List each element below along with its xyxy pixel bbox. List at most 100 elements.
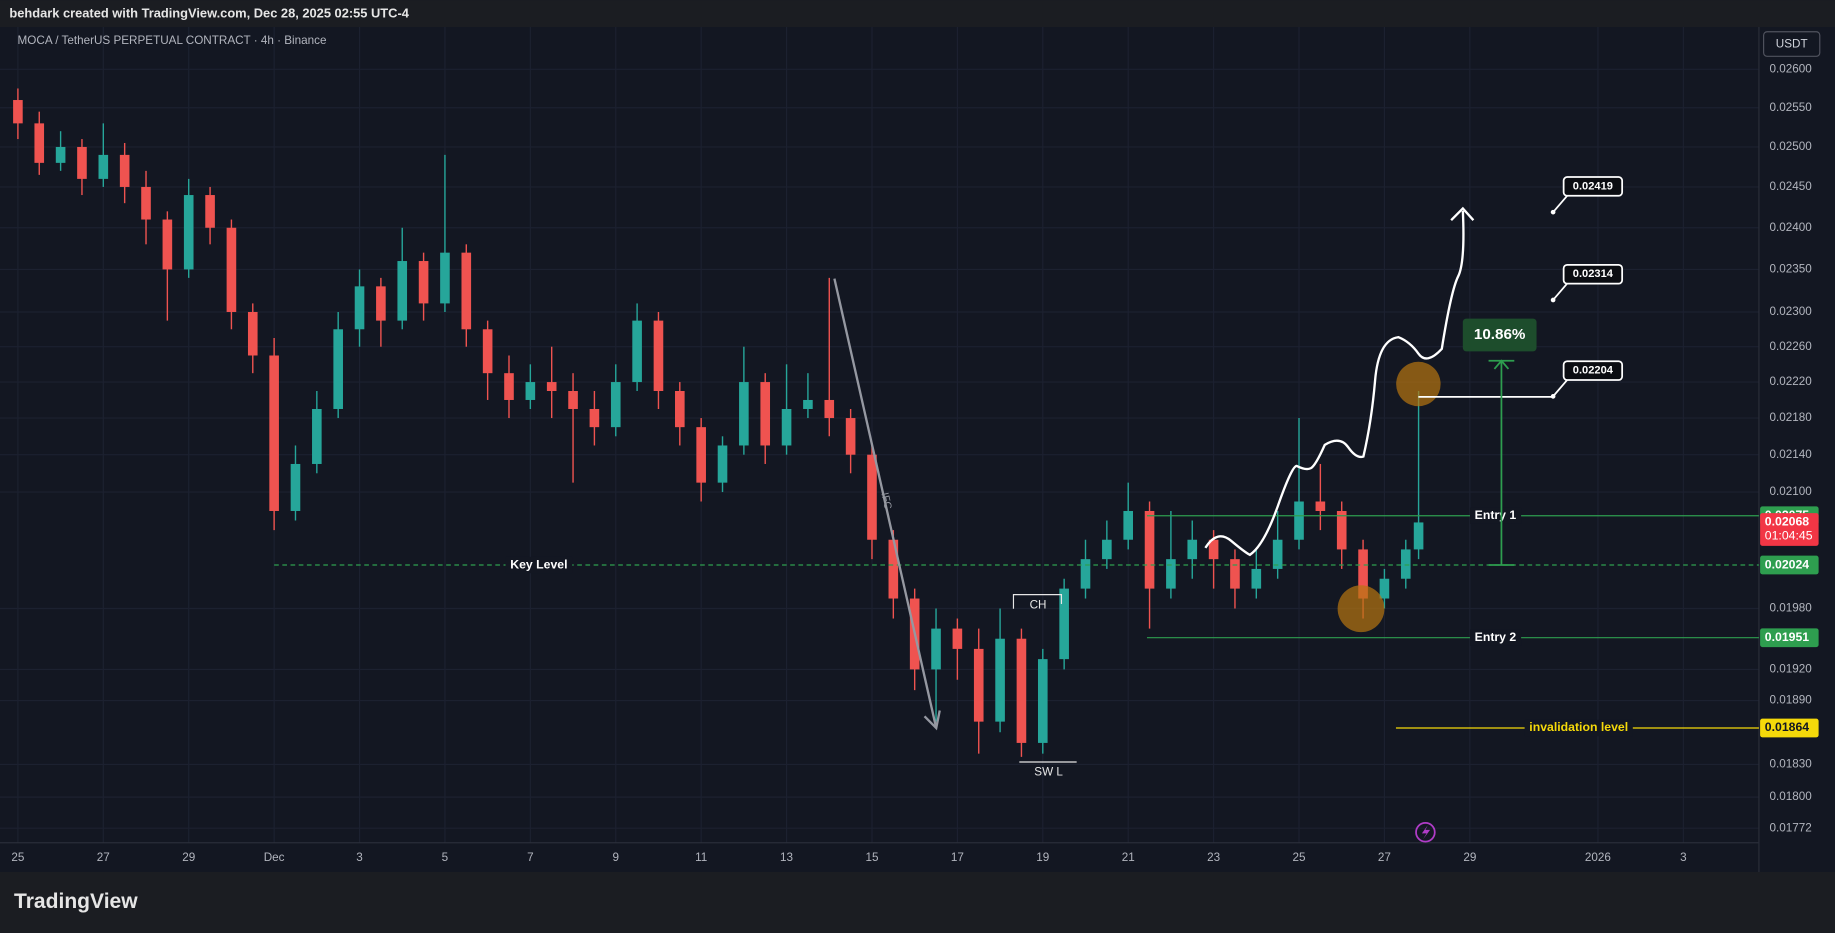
- price-tag-label: 0.01951: [1765, 630, 1810, 644]
- candle-body: [525, 382, 536, 400]
- price-tag: [1760, 718, 1819, 738]
- target-box: [1562, 360, 1624, 381]
- target-label: 0.02419: [1573, 180, 1613, 192]
- y-tick-label: 0.02450: [1769, 180, 1812, 193]
- ifc-label: IFC: [878, 491, 894, 511]
- target-connector: [1552, 195, 1568, 213]
- grid: 0.02600 0.02550 0.02500 0.02450 0.02400 0.023…: [0, 27, 1812, 864]
- projection-path: [1204, 210, 1465, 557]
- price-line-label: Entry 1: [1475, 508, 1517, 522]
- candle-body: [1379, 578, 1390, 599]
- y-tick-label: 0.01980: [1769, 602, 1812, 615]
- y-tick-label: 0.02400: [1769, 221, 1812, 234]
- brand: TradingView: [14, 890, 138, 913]
- candle-body: [717, 445, 728, 483]
- candle-body: [141, 186, 151, 220]
- x-tick-label: 5: [442, 851, 449, 864]
- label-background: [1469, 629, 1522, 646]
- x-tick-label: 23: [1207, 851, 1220, 864]
- x-tick-label: 19: [1036, 851, 1049, 864]
- candle-body: [504, 373, 514, 400]
- candle-body: [162, 219, 173, 270]
- marks: [13, 88, 1759, 757]
- highlight-circle: [1337, 585, 1385, 633]
- candle-body: [376, 286, 386, 321]
- candle-body: [845, 418, 856, 455]
- currency-box[interactable]: [1763, 31, 1821, 57]
- price-tag: [1760, 628, 1819, 648]
- price-tag: [1760, 555, 1819, 575]
- y-tick-label: 0.02300: [1769, 305, 1812, 318]
- candle-body: [205, 195, 215, 228]
- candle-body: [1144, 510, 1155, 589]
- candle-body: [290, 463, 301, 511]
- price-line-label: Entry 2: [1475, 630, 1517, 644]
- candle-body: [440, 252, 450, 304]
- candle-body: [1102, 539, 1112, 560]
- candle-body: [247, 311, 258, 356]
- candle-body: [610, 382, 621, 428]
- measure-box: [1462, 318, 1537, 352]
- candle-body: [1315, 501, 1326, 511]
- candle-body: [931, 628, 941, 670]
- candle-body: [397, 261, 408, 321]
- x-tick-label: 17: [951, 851, 964, 864]
- x-tick-label: 9: [612, 851, 619, 864]
- candle-body: [632, 320, 642, 383]
- candle-body: [77, 146, 87, 179]
- swl-label: SW L: [1034, 766, 1063, 779]
- price-line-label: invalidation level: [1529, 720, 1628, 734]
- x-tick-label: 27: [1378, 851, 1391, 864]
- candle-body: [269, 355, 279, 511]
- highlight-circle: [1396, 361, 1441, 407]
- candle-body: [1208, 539, 1219, 560]
- candle-body: [1037, 659, 1048, 743]
- candle-body: [973, 648, 984, 722]
- candle-body: [1080, 559, 1091, 589]
- candle-body: [546, 382, 557, 391]
- candle-body: [1187, 539, 1198, 560]
- x-tick-label: 2026: [1585, 851, 1611, 864]
- y-tick-label: 0.02350: [1769, 263, 1812, 276]
- y-tick-label: 0.02220: [1769, 375, 1812, 388]
- candle-body: [781, 408, 792, 446]
- x-tick-label: 15: [865, 851, 879, 864]
- candle-body: [1166, 559, 1176, 589]
- target-box: [1562, 263, 1624, 285]
- price-line-label: Key Level: [510, 557, 567, 571]
- alert-circle[interactable]: [1415, 821, 1436, 843]
- currency[interactable]: USDT: [1776, 38, 1808, 51]
- candle-body: [98, 154, 109, 179]
- candle-body: [952, 628, 963, 649]
- candle-body: [589, 408, 600, 428]
- y-tick-label: 0.01890: [1769, 694, 1812, 707]
- y-tick-label: 0.01772: [1769, 821, 1811, 834]
- measure-arrowhead: [1493, 359, 1510, 370]
- label-background: [505, 556, 573, 574]
- candle-body: [1413, 522, 1424, 550]
- symbol-title: MOCA / TetherUS PERPETUAL CONTRACT · 4h …: [18, 34, 327, 47]
- candle-body: [482, 329, 493, 374]
- x-tick-label: 29: [182, 851, 195, 864]
- target-connector: [1552, 283, 1568, 301]
- candle-body: [333, 329, 343, 409]
- y-tick-label: 0.01830: [1769, 758, 1812, 771]
- candle-body: [418, 261, 429, 304]
- candle-body: [354, 286, 365, 330]
- alert-bolt[interactable]: [1421, 825, 1431, 840]
- y-tick-label: 0.02140: [1769, 448, 1812, 461]
- measure-label: 10.86%: [1474, 326, 1526, 343]
- y-tick-label: 0.02500: [1769, 140, 1812, 153]
- candle-body: [461, 252, 472, 330]
- candle-body: [183, 195, 194, 270]
- x-tick-label: 25: [11, 851, 25, 864]
- target-box: [1562, 176, 1624, 197]
- price-tag-label: 0.02068: [1765, 515, 1810, 529]
- projection-arrowhead: [1450, 206, 1475, 221]
- candle-body: [1336, 510, 1347, 550]
- alert-icon[interactable]: [1415, 821, 1436, 843]
- price-tag-label: 0.01864: [1765, 720, 1810, 734]
- x-tick-label: 13: [780, 851, 793, 864]
